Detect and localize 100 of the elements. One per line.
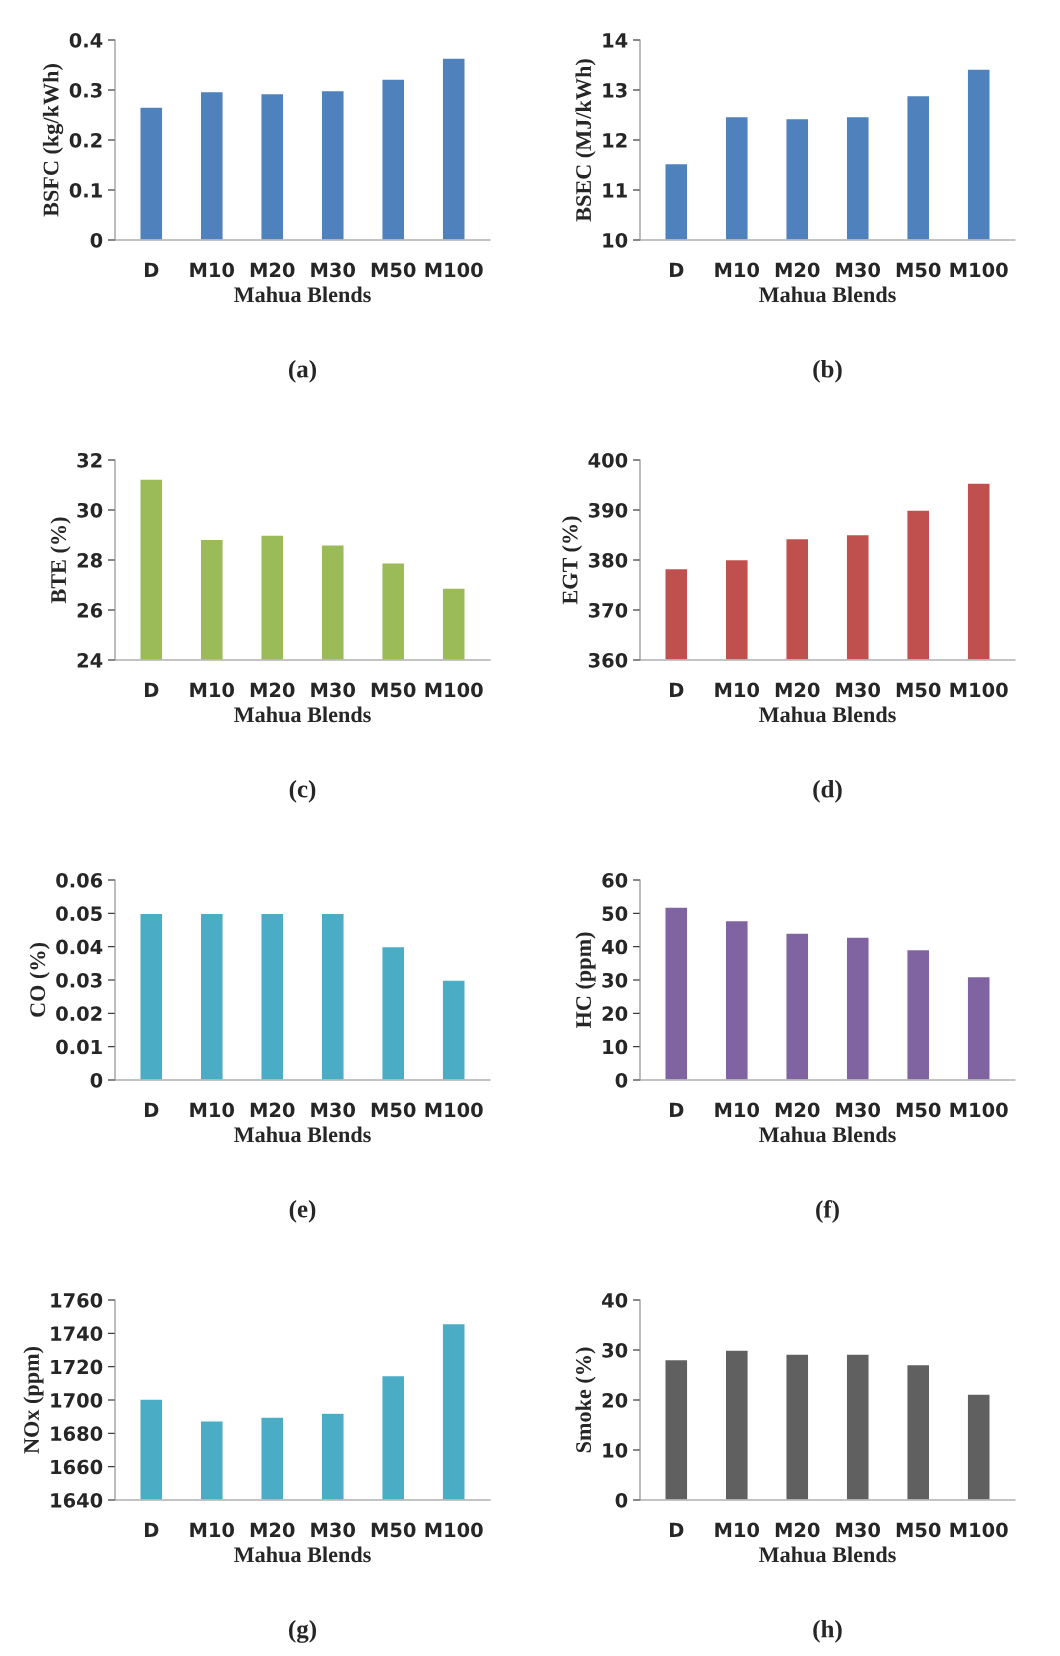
x-tick-label: D [670,682,684,697]
bar [845,1353,870,1500]
x-tick-label: M20 [250,262,295,278]
bar [724,1349,749,1500]
bar [139,106,164,240]
bar [199,90,224,240]
x-tick-label: M50 [371,1522,416,1538]
x-tick-label: M50 [896,262,941,278]
x-tick-label: M100 [950,1102,1008,1118]
bar [906,1363,931,1500]
x-tick-label: D [145,262,159,277]
text: (e) [289,1200,316,1223]
y-tick-label: 30 [602,1342,628,1358]
y-tick-label: 12 [603,132,627,148]
bar [320,912,345,1080]
y-tick-label: 0.1 [69,182,102,198]
bar [381,945,406,1080]
bar [381,78,406,240]
x-axis-title: Mahua Blends [234,286,371,303]
x-axis-title: Mahua Blends [234,706,371,723]
y-tick-label: 0.03 [56,972,102,988]
y-tick-label: 32 [77,452,102,468]
y-tick-label: 40 [602,939,628,955]
x-tick-label: M20 [250,1102,295,1118]
y-tick-label: 24 [77,652,103,668]
x-tick-label: D [145,682,159,697]
bar [724,919,749,1080]
x-tick-label: M20 [775,682,820,698]
x-tick-label: D [670,1102,684,1117]
x-tick-label: M100 [950,1522,1008,1538]
text: (a) [289,360,316,383]
y-tick-label: 14 [603,33,628,48]
x-axis-title: Mahua Blends [759,286,896,303]
text: (g) [289,1620,316,1643]
x-tick-label: M20 [250,682,295,698]
bar [845,936,870,1080]
y-tick-label: 20 [602,1006,628,1021]
x-tick-label: M100 [425,1102,483,1118]
x-tick-label: M50 [896,682,941,698]
y-tick-label: 0.05 [56,906,102,921]
y-tick-label: 0 [615,1492,628,1508]
x-axis-title: Mahua Blends [759,706,896,723]
y-tick-label: 11 [603,183,627,198]
x-tick-label: M20 [775,1102,820,1118]
x-tick-label: D [670,1522,684,1537]
y-tick-label: 1660 [51,1459,103,1475]
x-tick-label: M10 [190,262,235,278]
x-tick-label: D [670,262,684,277]
y-tick-label: 10 [603,232,628,248]
y-tick-label: 390 [588,502,628,518]
text: (f) [816,1200,839,1223]
x-axis-title: Mahua Blends [234,1546,371,1563]
y-tick-label: 13 [603,82,627,98]
x-tick-label: D [145,1522,159,1537]
x-axis-title: Mahua Blends [759,1546,896,1563]
x-tick-label: M10 [715,682,760,698]
text: (d) [813,780,842,803]
bar [441,57,466,240]
y-axis-title: BSFC (kg/kWh) [42,64,64,217]
bar [785,932,810,1080]
x-tick-label: M20 [775,1522,820,1538]
y-axis-title: BTE (%) [50,517,71,604]
y-tick-label: 0.02 [56,1006,102,1021]
x-tick-label: M100 [950,682,1008,698]
x-tick-label: M20 [250,1522,295,1538]
bar [664,906,689,1080]
y-tick-label: 30 [602,972,628,988]
x-tick-label: M10 [715,1522,760,1538]
bar [906,948,931,1080]
x-tick-label: M50 [371,682,416,698]
x-tick-label: M100 [950,262,1008,278]
bar [199,912,224,1080]
bar [139,912,164,1080]
y-tick-label: 1720 [51,1359,103,1375]
bar [320,89,345,240]
y-tick-label: 1760 [51,1292,103,1308]
text: (h) [813,1620,842,1643]
y-tick-label: 20 [602,1392,628,1408]
y-axis-title: NOx (ppm) [23,1346,44,1454]
x-tick-label: M30 [311,682,356,698]
x-tick-label: M50 [371,1102,416,1118]
y-tick-label: 30 [77,502,103,518]
y-axis-title: HC (ppm) [575,932,596,1029]
x-axis-title: Mahua Blends [759,1126,896,1143]
x-tick-label: M30 [836,1102,881,1118]
x-tick-label: D [145,1102,159,1117]
y-axis-title: BSEC (MJ/kWh) [575,59,596,222]
x-tick-label: M30 [836,682,881,698]
y-tick-label: 400 [588,452,628,468]
y-tick-label: 0.01 [56,1039,102,1055]
y-tick-label: 28 [77,552,102,568]
bar [260,912,285,1080]
y-tick-label: 0 [90,232,103,248]
bar [785,1353,810,1500]
x-tick-label: M10 [190,1102,235,1118]
text: (c) [289,780,316,803]
x-tick-label: M30 [311,1102,356,1118]
text: (b) [813,360,842,383]
y-tick-label: 0.04 [56,939,103,955]
y-tick-label: 10 [603,1039,628,1055]
